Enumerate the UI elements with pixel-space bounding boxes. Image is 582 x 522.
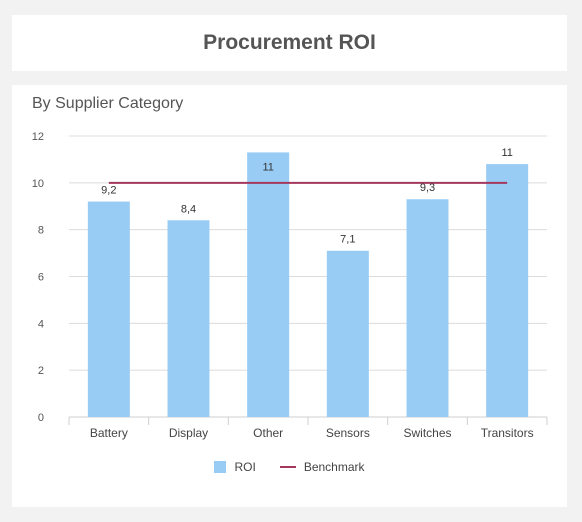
- x-tick-label: Transitors: [481, 426, 534, 440]
- x-tick-label: Other: [253, 426, 283, 440]
- data-label: 11: [501, 147, 512, 159]
- bar-battery[interactable]: [88, 202, 130, 417]
- legend-swatch-roi: [214, 461, 226, 473]
- bar-other[interactable]: [247, 152, 289, 417]
- data-label: 9,3: [420, 182, 435, 194]
- bar-switches[interactable]: [407, 199, 449, 417]
- data-label: 9,2: [101, 185, 116, 197]
- chart-card: By Supplier Category 0 2 4 6 8 10 12 9,2 Battery…: [12, 85, 567, 507]
- y-tick-label: 12: [32, 131, 44, 143]
- y-tick-label: 10: [32, 178, 44, 190]
- data-label: 11: [262, 161, 273, 173]
- bar-display[interactable]: [168, 220, 210, 417]
- data-label: 7,1: [340, 234, 355, 246]
- bar-layer: [88, 152, 528, 417]
- x-tick-label: Switches: [403, 426, 451, 440]
- grid-layer: [69, 136, 547, 425]
- page-title: Procurement ROI: [203, 31, 376, 55]
- legend-item-roi[interactable]: ROI: [214, 460, 255, 474]
- legend-label-roi: ROI: [234, 460, 255, 474]
- data-label: 8,4: [181, 203, 196, 215]
- x-tick-label: Sensors: [326, 426, 370, 440]
- title-card: Procurement ROI: [12, 15, 567, 71]
- legend: ROI Benchmark: [12, 460, 567, 474]
- x-tick-label: Display: [169, 426, 208, 440]
- legend-swatch-benchmark: [280, 466, 296, 468]
- y-tick-label: 8: [38, 225, 44, 237]
- y-tick-label: 6: [38, 272, 44, 284]
- y-tick-label: 4: [38, 318, 44, 330]
- legend-label-benchmark: Benchmark: [304, 460, 365, 474]
- bar-chart: 0 2 4 6 8 10 12 9,2 Battery 8,4 Display 11 Other 7,1 S…: [12, 85, 567, 507]
- y-tick-label: 0: [38, 412, 44, 424]
- x-tick-label: Battery: [90, 426, 128, 440]
- y-tick-label: 2: [38, 365, 44, 377]
- bar-sensors[interactable]: [327, 251, 369, 417]
- legend-item-benchmark[interactable]: Benchmark: [280, 460, 365, 474]
- bar-transitors[interactable]: [486, 164, 528, 417]
